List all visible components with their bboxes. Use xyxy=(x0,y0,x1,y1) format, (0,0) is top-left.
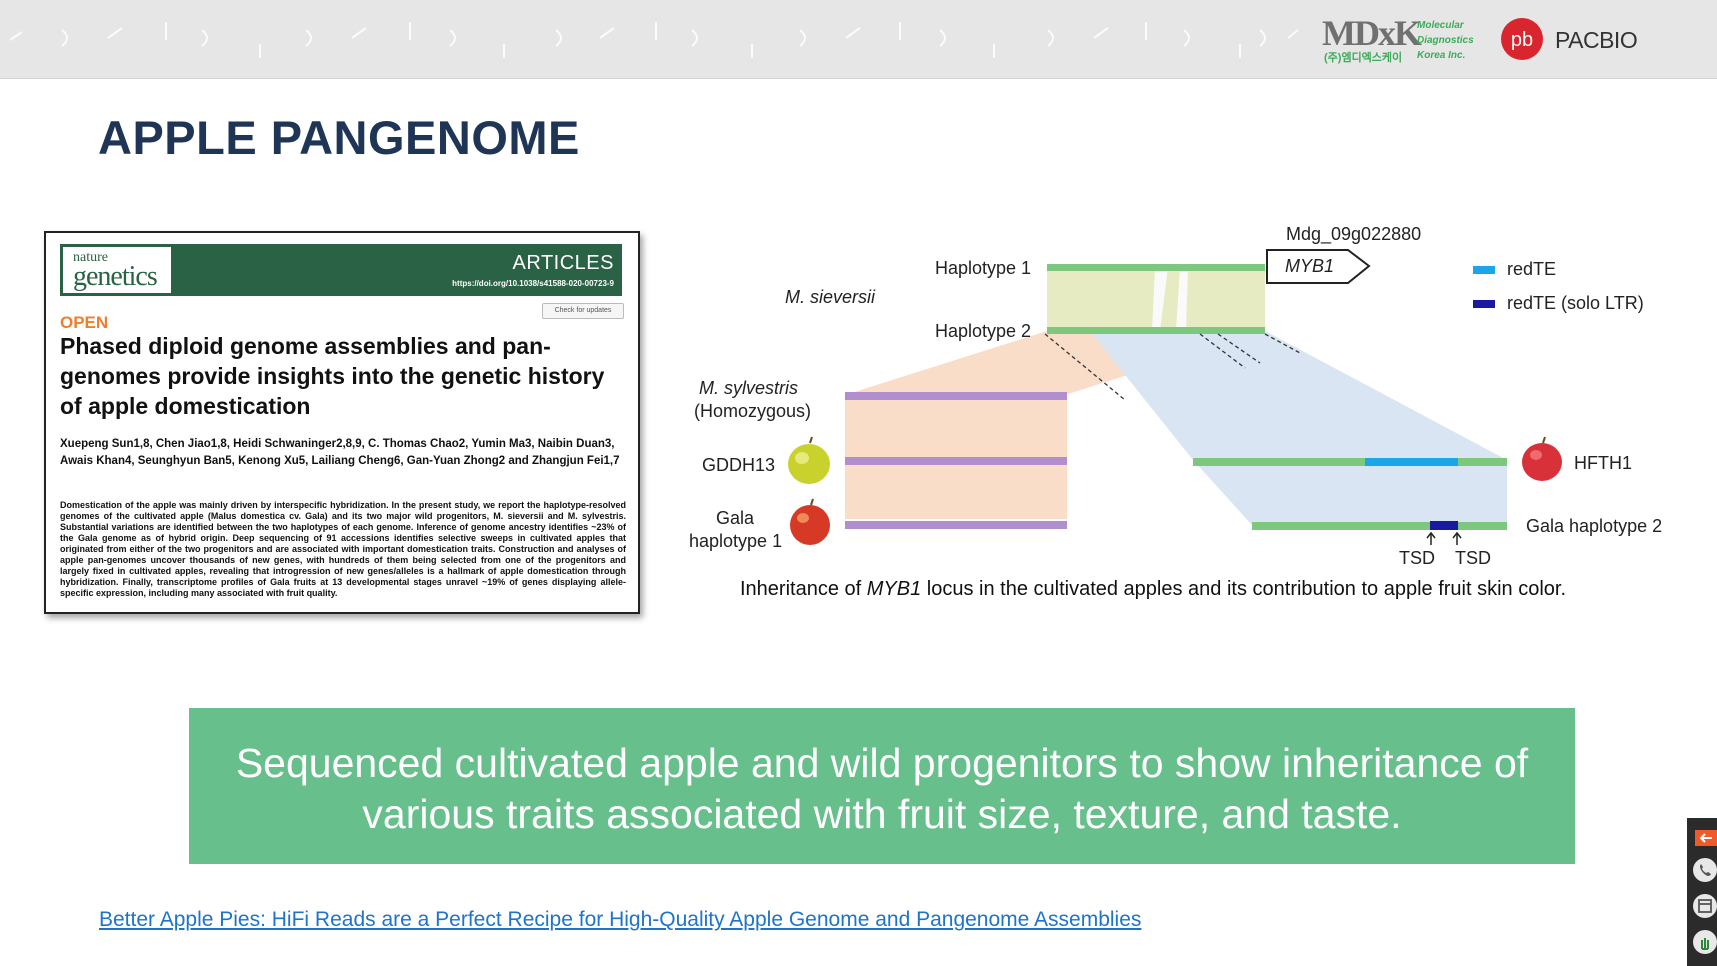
check-updates-badge: Check for updates xyxy=(542,303,624,319)
nature-genetics-logo: nature genetics xyxy=(62,246,172,294)
pacbio-wordmark: PACBIO xyxy=(1555,27,1638,53)
gddh13-label: GDDH13 xyxy=(702,455,776,475)
tsd-arrows xyxy=(1426,531,1462,545)
pacbio-mark: pb xyxy=(1511,29,1533,51)
myb1-label: MYB1 xyxy=(1285,256,1335,276)
homozygous-label: (Homozygous) xyxy=(694,401,812,421)
haplotype2-label: Haplotype 2 xyxy=(935,321,1032,341)
chromosome-sylvestris xyxy=(845,392,1067,400)
caption-gene: MYB1 xyxy=(866,578,922,600)
banner-line-2: various traits associated with fruit siz… xyxy=(362,791,1402,837)
pacbio-logo-icon: pb xyxy=(1501,18,1543,60)
article-header: nature genetics ARTICLES https://doi.org… xyxy=(60,244,622,296)
article-doi: https://doi.org/10.1038/s41588-020-00723… xyxy=(452,279,614,288)
diagram-caption: Inheritance of MYB1 locus in the cultiva… xyxy=(740,578,1566,601)
banner-line-1: Sequenced cultivated apple and wild prog… xyxy=(235,740,1529,786)
apple-icon-gala xyxy=(790,498,830,545)
article-abstract: Domestication of the apple was mainly dr… xyxy=(60,500,626,598)
back-arrow-icon[interactable] xyxy=(1695,830,1717,846)
m-sylvestris-label: M. sylvestris xyxy=(699,378,798,398)
synteny-gap xyxy=(1152,267,1168,331)
article-thumbnail: nature genetics ARTICLES https://doi.org… xyxy=(44,231,640,614)
side-dock xyxy=(1687,818,1717,966)
mdxk-logo-mark: MDxK xyxy=(1322,13,1422,53)
mdxk-tagline-1: Molecular xyxy=(1417,20,1464,31)
pacbio-logo: pb PACBIO xyxy=(1501,18,1641,62)
journal-name-small: nature xyxy=(73,250,108,265)
mdxk-korean-name: (주)엠디엑스케이 xyxy=(1324,52,1403,64)
m-sieversii-label: M. sieversii xyxy=(785,287,876,307)
chromosome-gala-hap2 xyxy=(1252,522,1507,530)
synteny-hfth1-gala2 xyxy=(1193,460,1507,525)
chromosome-gala-hap1 xyxy=(845,521,1067,529)
open-access-label: OPEN xyxy=(60,313,109,332)
mdxk-tagline-2: Diagnostics xyxy=(1417,35,1474,46)
summary-banner: Sequenced cultivated apple and wild prog… xyxy=(189,708,1575,864)
blog-link[interactable]: Better Apple Pies: HiFi Reads are a Perf… xyxy=(99,908,1142,931)
hfth1-label: HFTH1 xyxy=(1574,453,1632,473)
chromosome-haplotype1 xyxy=(1047,264,1265,271)
gala-hap1-label: haplotype 1 xyxy=(689,531,783,551)
hand-icon[interactable] xyxy=(1693,930,1717,954)
chromosome-haplotype2 xyxy=(1047,327,1265,334)
apple-icon-hfth1 xyxy=(1522,436,1562,481)
synteny-gap-2 xyxy=(1176,267,1188,331)
myb1-inheritance-diagram: Mdg_09g022880 MYB1 Haplotype 1 Haplotype… xyxy=(660,215,1700,568)
gene-id-label: Mdg_09g022880 xyxy=(1286,224,1422,244)
phone-icon[interactable] xyxy=(1693,858,1717,882)
tsd-label-2: TSD xyxy=(1455,548,1491,568)
synteny-hap2-hfth1 xyxy=(1090,331,1507,460)
legend-swatch-redte xyxy=(1473,266,1495,274)
dashed-links xyxy=(1044,333,1301,401)
slide-title: APPLE PANGENOME xyxy=(98,111,580,164)
article-type: ARTICLES xyxy=(512,252,614,274)
legend-swatch-solo-ltr xyxy=(1473,300,1495,308)
chromosome-hfth1 xyxy=(1193,458,1507,466)
redte-segment xyxy=(1365,458,1458,466)
redte-solo-ltr-segment xyxy=(1430,521,1458,530)
header-bar: MDxK (주)엠디엑스케이 Molecular Diagnostics Kor… xyxy=(0,0,1717,79)
legend-solo-ltr-label: redTE (solo LTR) xyxy=(1507,293,1644,313)
legend-redte-label: redTE xyxy=(1507,259,1557,279)
article-title: Phased diploid genome assemblies and pan… xyxy=(60,333,605,419)
gala-hap2-label: Gala haplotype 2 xyxy=(1526,516,1663,536)
gala-label: Gala xyxy=(716,508,755,528)
article-authors: Xuepeng Sun1,8, Chen Jiao1,8, Heidi Schw… xyxy=(60,438,620,467)
diagram-graphics xyxy=(788,249,1562,545)
myb1-gene-arrow xyxy=(1266,249,1371,284)
header-pattern xyxy=(9,22,1299,58)
mdxk-tagline-3: Korea Inc. xyxy=(1417,50,1466,61)
journal-name-large: genetics xyxy=(73,261,158,292)
haplotype1-label: Haplotype 1 xyxy=(935,258,1032,278)
chromosome-gddh13 xyxy=(845,457,1067,465)
caption-post: locus in the cultivated apples and its c… xyxy=(921,578,1567,600)
apple-icon-gddh13 xyxy=(788,436,830,484)
mdxk-logo: MDxK (주)엠디엑스케이 Molecular Diagnostics Kor… xyxy=(1322,14,1482,66)
window-icon[interactable] xyxy=(1693,894,1717,918)
mdxk-tagline: Molecular Diagnostics Korea Inc. xyxy=(1417,18,1474,63)
caption-pre: Inheritance of xyxy=(740,578,867,600)
tsd-label-1: TSD xyxy=(1399,548,1435,568)
